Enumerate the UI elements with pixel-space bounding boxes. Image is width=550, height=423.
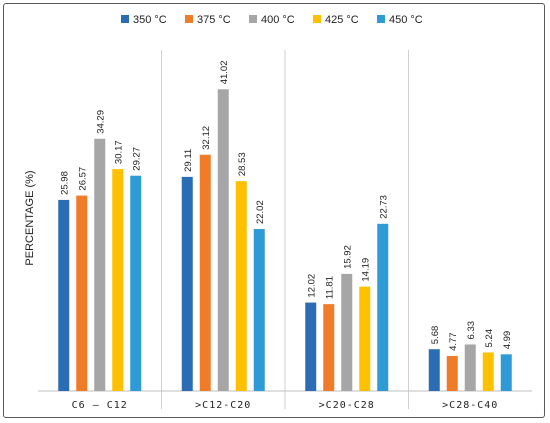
bar-350-c-2	[181, 176, 193, 391]
bar-450-c-4	[500, 354, 512, 391]
data-label: 15.92	[342, 245, 353, 269]
bar-375-c-3	[323, 304, 335, 391]
data-label: 34.29	[95, 110, 106, 134]
bar-425-c-3	[359, 286, 371, 391]
data-label: 11.81	[324, 276, 335, 299]
plot-area: 25.98 26.57 34.29 30.17 29.27 C6 – C12 29.11 32…	[38, 50, 532, 411]
bar-400-c-4	[464, 344, 476, 391]
bar-425-c-4	[482, 352, 494, 391]
bar-400-c-2	[217, 89, 229, 391]
bar-350-c-3	[305, 302, 317, 391]
bar-375-c-1	[76, 195, 88, 391]
data-label: 5.68	[430, 326, 441, 345]
bar-400-c-1	[94, 138, 106, 391]
legend-swatch	[377, 15, 385, 23]
data-label: 26.57	[77, 167, 88, 191]
legend-swatch	[121, 15, 129, 23]
legend-label: 400 °C	[261, 14, 295, 26]
x-tick-label: >C28-C40	[442, 400, 498, 411]
data-label: 28.53	[237, 152, 248, 176]
y-axis-label: PERCENTAGE (%)	[24, 170, 36, 265]
legend-item-375-c: 375 °C	[185, 14, 231, 26]
legend-swatch	[249, 15, 257, 23]
bar-375-c-2	[199, 154, 211, 391]
data-label: 14.19	[360, 258, 371, 282]
chart-frame	[3, 3, 545, 418]
data-label: 22.73	[378, 195, 389, 219]
bar-450-c-1	[130, 175, 142, 391]
legend-item-450-c: 450 °C	[377, 14, 423, 26]
data-label: 30.17	[113, 140, 124, 164]
legend-item-400-c: 400 °C	[249, 14, 295, 26]
legend-item-350-c: 350 °C	[121, 14, 167, 26]
data-label: 22.02	[255, 200, 266, 224]
bar-350-c-1	[58, 199, 70, 391]
legend-label: 375 °C	[197, 14, 231, 26]
data-label: 41.02	[219, 60, 230, 84]
data-label: 29.27	[131, 147, 142, 171]
legend-swatch	[185, 15, 193, 23]
legend-item-425-c: 425 °C	[313, 14, 359, 26]
x-tick-label: >C20-C28	[319, 400, 375, 411]
legend-label: 350 °C	[133, 14, 167, 26]
legend-swatch	[313, 15, 321, 23]
bar-400-c-3	[341, 273, 353, 391]
bar-350-c-4	[428, 349, 440, 391]
legend-label: 425 °C	[325, 14, 359, 26]
data-label: 6.33	[466, 321, 477, 340]
data-label: 4.77	[448, 332, 459, 351]
data-label: 25.98	[59, 171, 70, 195]
bar-450-c-3	[377, 223, 389, 391]
bar-450-c-2	[253, 229, 265, 391]
bar-425-c-2	[235, 181, 247, 391]
x-tick-label: C6 – C12	[72, 400, 128, 411]
bar-425-c-1	[112, 169, 124, 391]
data-label: 4.99	[502, 331, 513, 350]
data-label: 29.11	[183, 149, 194, 172]
data-label: 5.24	[484, 329, 495, 348]
chart-legend: 350 °C 375 °C 400 °C 425 °C 450 °C	[121, 14, 423, 26]
data-label: 12.02	[306, 274, 317, 298]
data-label: 32.12	[201, 126, 212, 150]
bar-375-c-4	[446, 355, 458, 391]
legend-label: 450 °C	[389, 14, 423, 26]
x-tick-label: >C12-C20	[195, 400, 251, 411]
